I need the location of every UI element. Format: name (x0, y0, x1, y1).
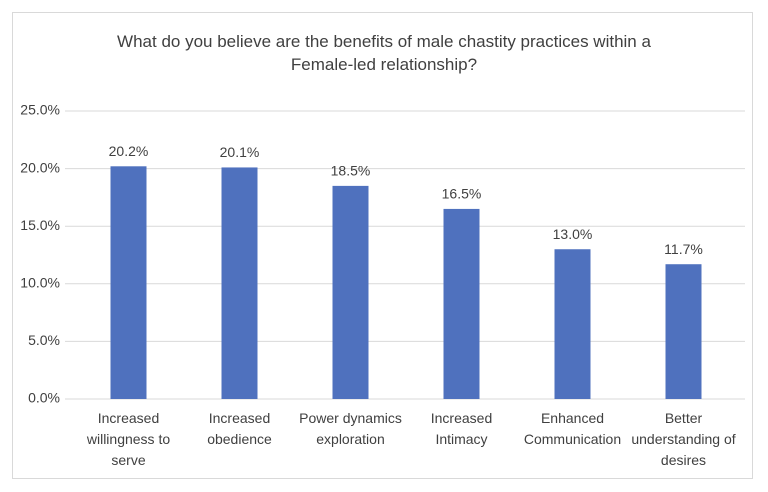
data-label: 16.5% (442, 186, 482, 202)
data-label: 20.1% (220, 144, 260, 160)
bar (110, 166, 147, 399)
y-tick-label: 15.0% (20, 217, 60, 233)
x-tick-label: Power dynamics exploration (299, 410, 402, 447)
bar (443, 208, 480, 399)
y-tick-label: 20.0% (20, 159, 60, 175)
bar (665, 264, 702, 399)
x-tick-label: Better understanding of desires (631, 410, 736, 468)
y-tick-label: 25.0% (20, 102, 60, 118)
bar (554, 249, 591, 399)
chart-title: What do you believe are the benefits of … (117, 32, 651, 74)
bar (332, 185, 369, 399)
y-tick-label: 5.0% (28, 332, 60, 348)
bar (221, 167, 258, 399)
data-label: 18.5% (331, 163, 371, 179)
data-label: 13.0% (553, 226, 593, 242)
x-tick-label: Enhanced Communication (523, 410, 622, 447)
x-tick-label: Increased willingness to serve (86, 410, 171, 468)
x-tick-label: Increased Intimacy (430, 410, 493, 447)
data-label: 11.7% (664, 241, 703, 257)
y-tick-label: 0.0% (28, 390, 60, 406)
x-tick-label: Increased obedience (207, 410, 272, 447)
y-tick-label: 10.0% (20, 275, 60, 291)
data-label: 20.2% (109, 143, 149, 159)
